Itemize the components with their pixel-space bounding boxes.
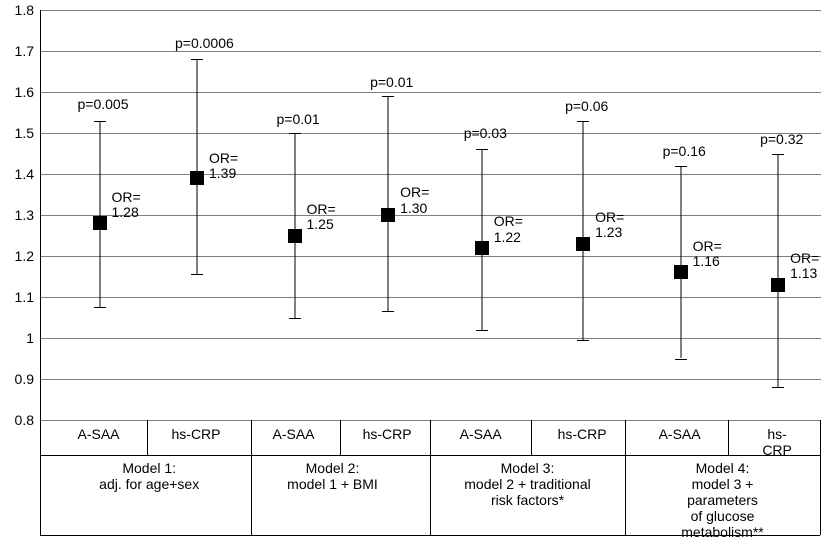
sub-separator [340,420,341,455]
error-bar [388,96,389,311]
point-marker [475,241,489,255]
odds-ratio-label: OR= 1.13 [790,251,819,282]
error-bar-cap [577,121,589,122]
group-separator [625,420,626,535]
gridline [41,174,821,175]
error-bar-cap [94,307,106,308]
error-bar [197,59,198,274]
p-value-label: p=0.01 [277,112,320,127]
error-bar [583,121,584,340]
y-tick-label: 0.9 [0,372,34,386]
error-bar [294,133,295,318]
error-bar-cap [94,121,106,122]
gridline [41,379,821,380]
y-tick-label: 1.3 [0,208,34,222]
error-bar-cap [476,149,488,150]
error-bar-cap [675,359,687,360]
error-bar [680,166,681,359]
error-bar-cap [191,274,203,275]
point-marker [288,229,302,243]
gridline [41,338,821,339]
p-value-label: p=0.06 [565,99,608,114]
y-tick-label: 1.5 [0,126,34,140]
point-marker [381,208,395,222]
y-tick-label: 1.7 [0,44,34,58]
gridline [41,297,821,298]
gridline [41,92,821,93]
odds-ratio-label: OR= 1.28 [112,190,141,221]
y-tick-label: 1.4 [0,167,34,181]
sub-separator [728,420,729,455]
error-bar-cap [476,330,488,331]
y-tick-label: 0.8 [0,413,34,427]
error-bar [481,149,482,329]
p-value-label: p=0.01 [370,75,413,90]
sub-separator [531,420,532,455]
point-marker [771,278,785,292]
plot-area: p=0.005 OR= 1.28 p=0.0006 OR= 1.39 p=0.01 OR=… [40,10,821,421]
odds-ratio-label: OR= 1.22 [494,214,523,245]
error-bar-cap [772,154,784,155]
error-bar-cap [191,59,203,60]
p-value-label: p=0.005 [78,97,129,112]
sub-separator [147,420,148,455]
y-tick-label: 1 [0,331,34,345]
p-value-label: p=0.0006 [175,36,234,51]
error-bar-cap [289,318,301,319]
error-bar-cap [382,311,394,312]
gridline [41,51,821,52]
point-marker [190,171,204,185]
odds-ratio-label: OR= 1.30 [400,185,429,216]
gridline [41,133,821,134]
point-marker [576,237,590,251]
p-value-label: p=0.16 [663,144,706,159]
group-separator [40,420,41,535]
y-tick-label: 1.6 [0,85,34,99]
error-bar-cap [772,387,784,388]
group-separator [820,420,821,535]
p-value-label: p=0.32 [760,132,803,147]
odds-ratio-label: OR= 1.39 [209,151,238,182]
forest-plot: p=0.005 OR= 1.28 p=0.0006 OR= 1.39 p=0.01 OR=… [0,0,825,545]
error-bar-cap [675,166,687,167]
point-marker [93,216,107,230]
gridline [41,10,821,11]
group-separator [251,420,252,535]
point-marker [674,265,688,279]
y-tick-label: 1.8 [0,3,34,17]
odds-ratio-label: OR= 1.16 [693,239,722,270]
error-bar-cap [289,133,301,134]
error-bar [778,154,779,388]
odds-ratio-label: OR= 1.25 [307,202,336,233]
group-separator [430,420,431,535]
error-bar-cap [577,340,589,341]
error-bar [99,121,100,308]
p-value-label: p=0.03 [464,126,507,141]
odds-ratio-label: OR= 1.23 [595,210,624,241]
y-tick-label: 1.2 [0,249,34,263]
gridline [41,215,821,216]
error-bar-cap [382,96,394,97]
y-tick-label: 1.1 [0,290,34,304]
